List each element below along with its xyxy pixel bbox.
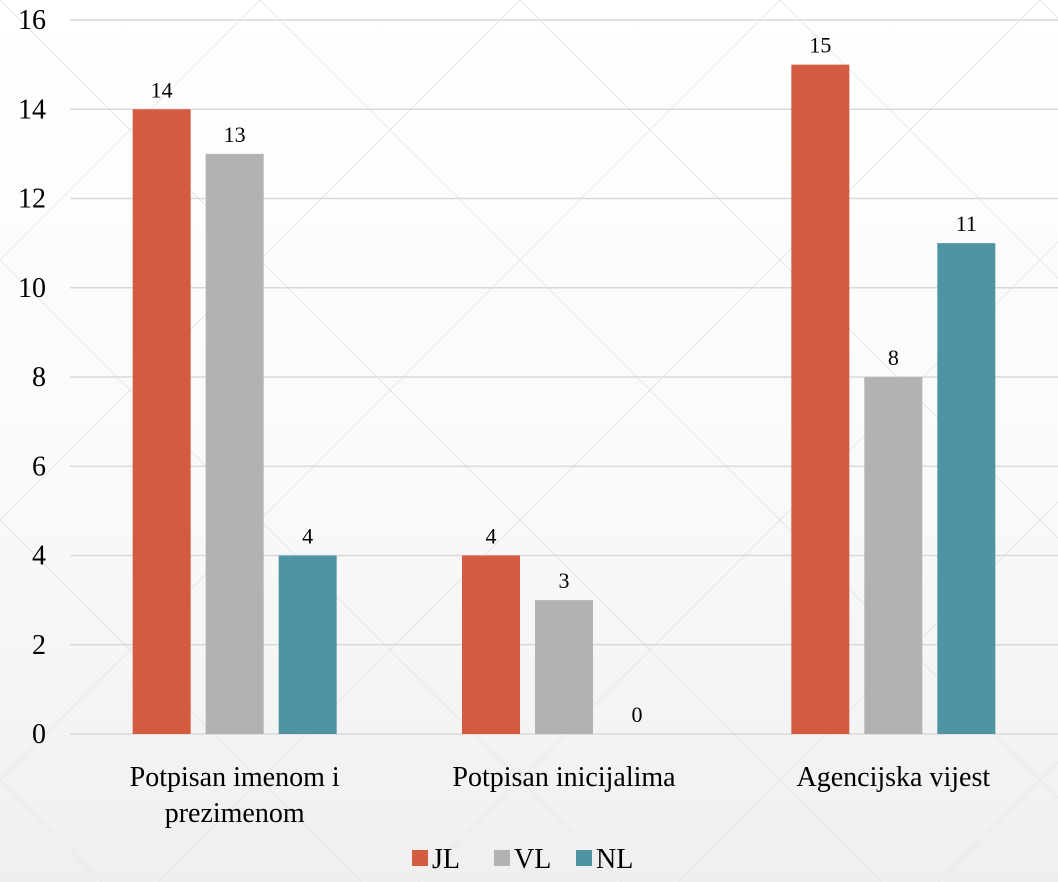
y-tick-label: 14	[18, 94, 46, 125]
data-label: 11	[956, 211, 977, 236]
y-tick-label: 2	[32, 630, 46, 661]
data-label: 8	[888, 345, 899, 370]
x-tick-label: Potpisan inicijalima	[452, 762, 676, 793]
legend-swatch-jl	[412, 850, 428, 866]
bar-vl-2	[864, 377, 923, 734]
legend-swatch-vl	[494, 850, 510, 866]
bar-jl-1	[462, 555, 520, 734]
y-tick-label: 10	[18, 273, 46, 304]
x-axis-category-labels: Potpisan imenom i prezimenom Potpisan inic…	[130, 762, 991, 829]
y-tick-label: 0	[32, 719, 46, 750]
x-tick-label: Potpisan imenom i	[130, 762, 340, 793]
bar-jl-0	[132, 109, 191, 734]
bar-nl-0	[278, 555, 337, 734]
data-label: 4	[302, 524, 313, 549]
data-label: 3	[559, 568, 570, 593]
bar-vl-0	[205, 153, 264, 734]
y-tick-label: 8	[32, 362, 46, 393]
bar-vl-1	[535, 600, 593, 734]
y-tick-label: 4	[32, 541, 46, 572]
legend-label-jl: JL	[432, 844, 460, 875]
bar-jl-2	[791, 64, 850, 734]
legend: JL VL NL	[412, 844, 633, 875]
y-axis-tick-labels: 0 2 4 6 8 10 12 14 16	[18, 5, 46, 750]
data-label: 15	[809, 33, 831, 58]
bars	[132, 64, 996, 734]
x-tick-label: prezimenom	[165, 798, 305, 829]
data-label: 14	[151, 77, 173, 102]
data-label: 4	[486, 524, 497, 549]
y-tick-label: 12	[18, 184, 46, 215]
x-tick-label: Agencijska vijest	[797, 762, 991, 793]
y-tick-label: 6	[32, 451, 46, 482]
data-label: 13	[224, 122, 246, 147]
y-tick-label: 16	[18, 5, 46, 36]
legend-label-vl: VL	[514, 844, 551, 875]
legend-swatch-nl	[576, 850, 592, 866]
legend-label-nl: NL	[596, 844, 633, 875]
data-label: 0	[632, 702, 643, 727]
data-labels: 14 13 4 4 3 0 15 8 11	[151, 33, 977, 727]
bar-nl-2	[937, 243, 996, 734]
